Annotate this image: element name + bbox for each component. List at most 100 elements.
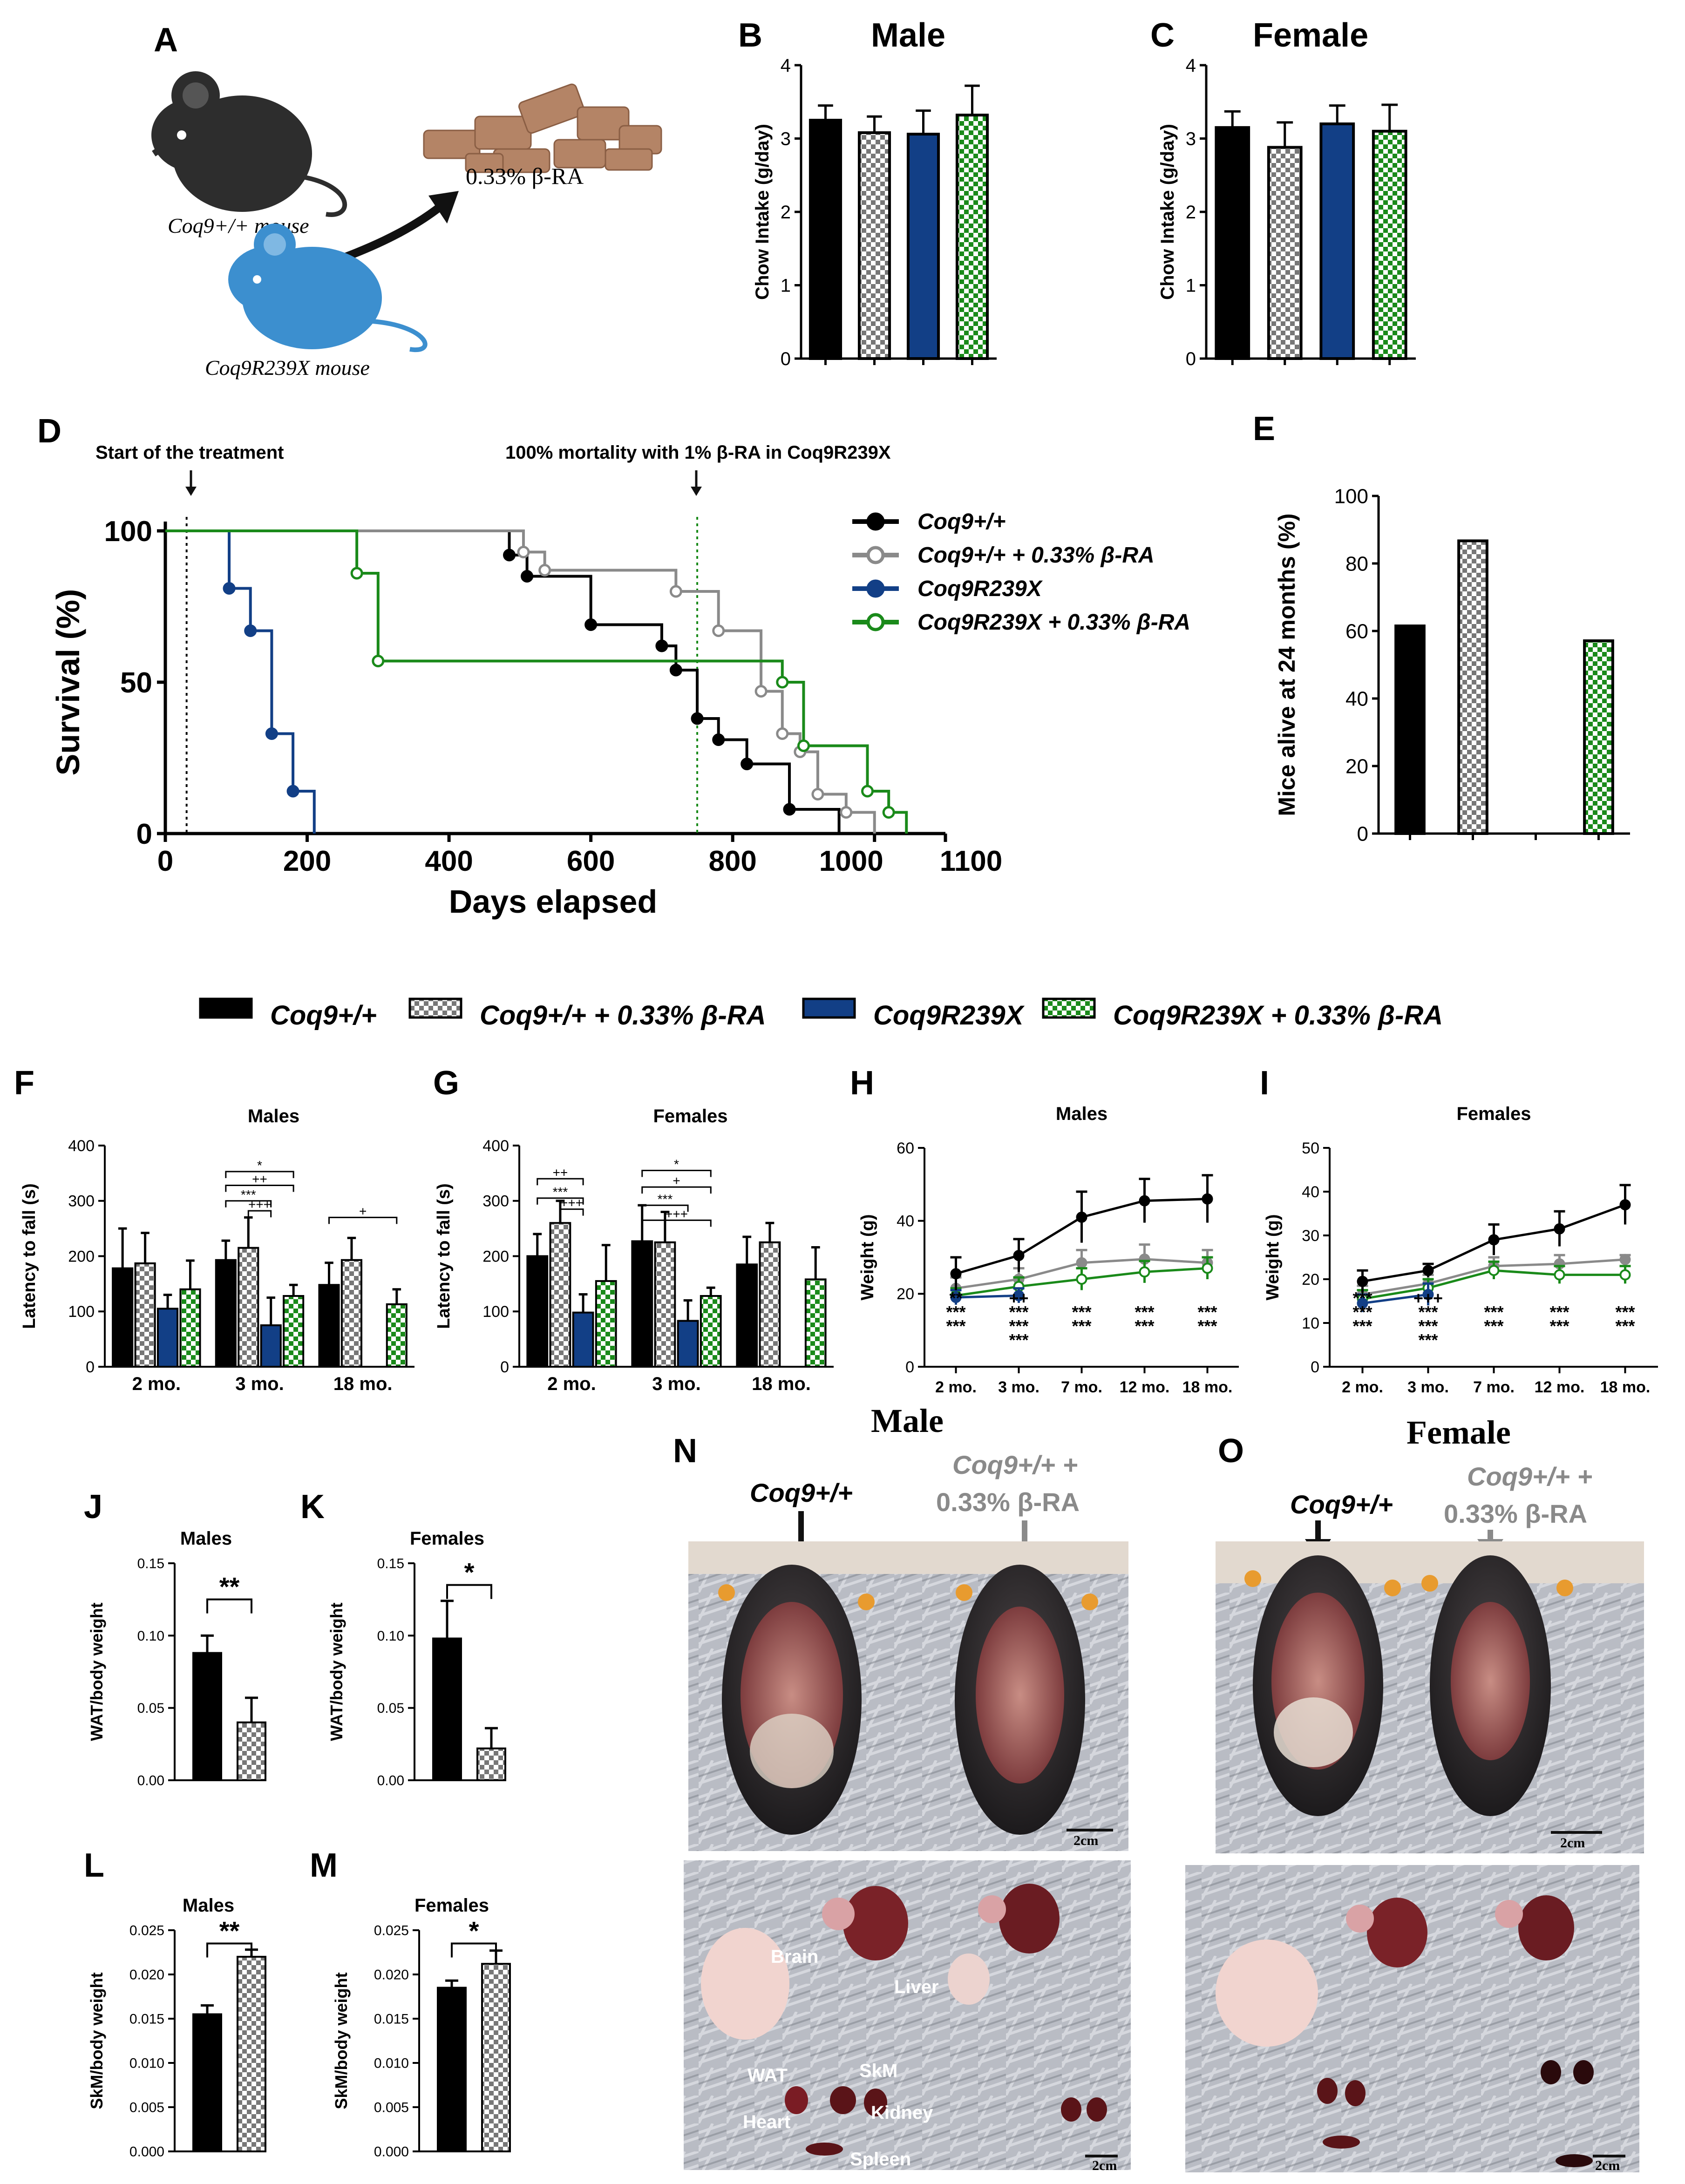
y-axis-label: Chow Intake (g/day) (752, 124, 773, 300)
point (1488, 1234, 1500, 1246)
panel-letter-e: E (1253, 410, 1275, 448)
x-tick-label: 1000 (819, 845, 883, 877)
point (1202, 1193, 1213, 1205)
point (669, 585, 682, 598)
point (1619, 1199, 1631, 1211)
y-tick-label: 100 (1334, 485, 1368, 508)
bar (112, 1267, 134, 1368)
organ-label-heart: Heart (743, 2112, 790, 2132)
y-axis-label: SkM/body weight (87, 1972, 106, 2109)
bar (857, 131, 891, 360)
x-tick-label: 3 mo. (1407, 1378, 1449, 1396)
sig-bracket (641, 1204, 689, 1212)
sig-mark: *** (1197, 1302, 1217, 1322)
bar (1215, 126, 1250, 360)
sig-mark: * (464, 1558, 475, 1587)
y-tick-label: 0 (1311, 1358, 1319, 1376)
y-axis-label: WAT/body weight (327, 1602, 346, 1741)
chart-b: 0 1 2 3 4 Chow Intake (g/day) (752, 55, 997, 369)
x-tick-label: 3 mo. (235, 1374, 284, 1394)
y-axis-label: Mice alive at 24 months (%) (1274, 513, 1300, 816)
point (1422, 1289, 1434, 1300)
point (1139, 1266, 1150, 1278)
x-tick-label: 2 mo. (935, 1378, 977, 1396)
organs-photo-female (1185, 1865, 1639, 2172)
bar (804, 1278, 827, 1368)
sig-bracket (247, 1210, 272, 1218)
x-tick-label: 18 mo. (333, 1374, 393, 1394)
bar (906, 133, 940, 360)
x-tick-label: 12 mo. (1120, 1378, 1170, 1396)
panel-letter-d: D (37, 413, 61, 450)
y-tick-label: 0 (1186, 349, 1196, 369)
x-tick-label: 7 mo. (1061, 1378, 1102, 1396)
y-tick-label: 0 (905, 1358, 914, 1376)
y-tick-label: 0.05 (137, 1701, 164, 1716)
legend-marker (866, 579, 885, 598)
y-tick-label: 10 (1302, 1315, 1319, 1332)
panel-letter-j: J (84, 1488, 102, 1526)
wt-label: Coq9+/+ (750, 1478, 853, 1507)
sig-mark: *** (1072, 1316, 1091, 1336)
x-tick-label: 3 mo. (652, 1374, 700, 1394)
panel-o: O Female Coq9+/+ Coq9+/+ + 0.33% β-RA 2c… (1185, 1414, 1644, 2173)
dissection-photo-female (1216, 1541, 1644, 1853)
y-tick-label: 20 (1302, 1271, 1319, 1289)
bar (156, 1308, 179, 1368)
bar (526, 1255, 549, 1368)
point (840, 806, 853, 819)
sig-bracket (641, 1219, 712, 1227)
bar (677, 1320, 699, 1368)
y-axis-label: Weight (g) (1263, 1214, 1283, 1300)
chart-title: Females (414, 1895, 489, 1916)
y-tick-label: 40 (1345, 687, 1368, 710)
sig-mark: *** (1418, 1316, 1438, 1336)
y-tick-label: 0 (136, 818, 152, 850)
chart-h: 0 20 40 60 Weight (g) Males 2 mo. 3 mo. 7 mo. 12 … (858, 1104, 1239, 1396)
sig-mark: *** (241, 1187, 256, 1202)
sig-bracket (328, 1216, 398, 1224)
x-tick-label: 12 mo. (1535, 1378, 1585, 1396)
chow-pellets-icon (423, 83, 662, 173)
point (797, 739, 810, 752)
sig-bracket (537, 1197, 584, 1205)
y-tick-label: 0.010 (129, 2056, 164, 2071)
y-tick-label: 0.10 (137, 1628, 164, 1644)
chart-k: 0.00 0.05 0.10 0.15 WAT/body weight Females * (327, 1528, 506, 1789)
chart-title: Females (1456, 1104, 1531, 1124)
panel-letter-l: L (84, 1847, 104, 1884)
x-tick-label: 18 mo. (752, 1374, 811, 1394)
series-line (165, 529, 841, 834)
sig-bracket (225, 1185, 294, 1192)
x-tick-label: 18 mo. (1600, 1378, 1651, 1396)
x-tick-label: 2 mo. (547, 1374, 596, 1394)
scale-bar-label-o: 2cm (1560, 1835, 1585, 1851)
y-tick-label: 200 (68, 1248, 95, 1265)
point (244, 624, 257, 637)
point (265, 727, 278, 740)
point (1357, 1275, 1368, 1287)
y-tick-label: 0 (1357, 822, 1368, 845)
mortality-arrow-head-icon (691, 487, 702, 496)
point (521, 570, 534, 583)
point (712, 733, 725, 746)
y-tick-label: 0.05 (377, 1701, 404, 1716)
point (503, 549, 516, 562)
chart-f: 0 100 200 300 400 Latency to fall (s) Males 2 m… (20, 1106, 414, 1394)
legend-label: Coq9+/+ (917, 509, 1006, 534)
bar (809, 119, 842, 360)
sig-mark: *** (1418, 1302, 1438, 1322)
series-line (165, 529, 316, 834)
treatment-arrow-icon (333, 201, 445, 265)
chart-e: 0 20 40 60 80 100 Mice alive at 24 months (%) (1274, 485, 1630, 845)
chart-l: 0.000 0.005 0.010 0.015 0.020 0.025 SkM/body w… (87, 1895, 266, 2160)
x-tick-label: 2 mo. (132, 1374, 181, 1394)
point (776, 727, 789, 740)
point (286, 785, 299, 798)
dissection-photo-male (688, 1541, 1128, 1851)
x-tick-label: 800 (708, 845, 756, 877)
x-tick-label: 7 mo. (1473, 1378, 1515, 1396)
sig-mark: *** (1072, 1302, 1091, 1322)
y-tick-label: 0.020 (374, 1967, 409, 1983)
point (1422, 1265, 1434, 1276)
